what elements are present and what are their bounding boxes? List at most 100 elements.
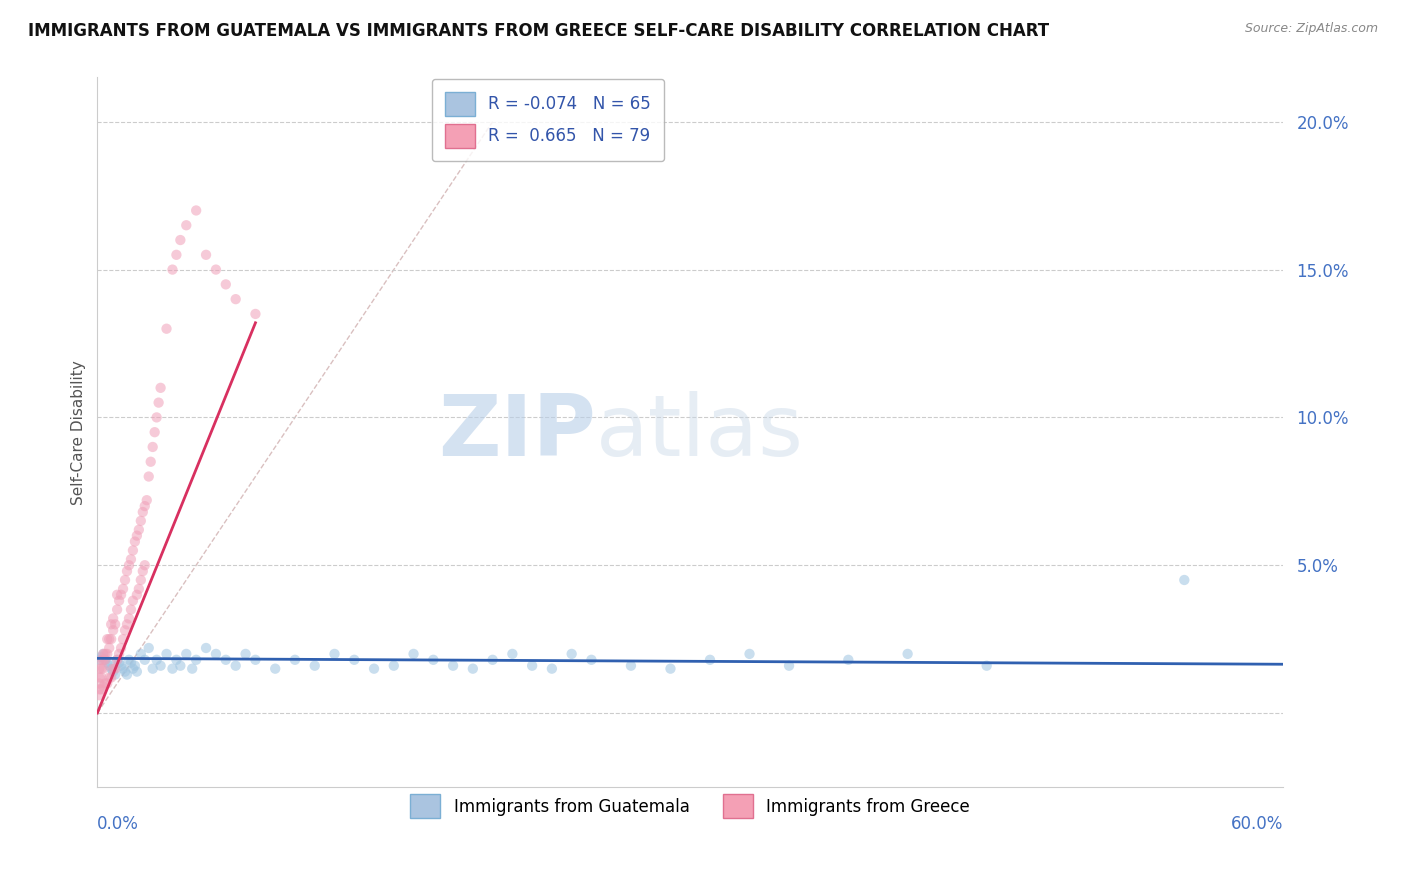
Point: [132, 505, 155, 519]
Point: [89, 662, 111, 676]
Text: ZIP: ZIP: [437, 391, 595, 474]
Point: [441, 658, 464, 673]
Point: [186, 653, 208, 667]
Text: 60.0%: 60.0%: [1230, 815, 1284, 833]
Point: [120, 552, 142, 566]
Point: [138, 469, 160, 483]
Point: [165, 653, 187, 667]
Point: [205, 647, 228, 661]
Point: [195, 248, 218, 262]
Point: [134, 558, 156, 573]
Point: [699, 653, 721, 667]
Point: [100, 632, 122, 646]
Point: [129, 573, 152, 587]
Point: [94, 653, 117, 667]
Point: [181, 662, 204, 676]
Point: [128, 582, 150, 596]
Point: [101, 624, 124, 638]
Point: [225, 292, 247, 306]
Point: [89, 653, 111, 667]
Point: [124, 658, 146, 673]
Point: [738, 647, 761, 661]
Point: [195, 640, 218, 655]
Point: [91, 680, 114, 694]
Point: [105, 588, 128, 602]
Point: [304, 658, 326, 673]
Point: [94, 653, 117, 667]
Point: [89, 682, 111, 697]
Point: [225, 658, 247, 673]
Point: [122, 543, 145, 558]
Point: [135, 493, 157, 508]
Point: [481, 653, 503, 667]
Point: [114, 624, 136, 638]
Point: [89, 676, 111, 690]
Text: Source: ZipAtlas.com: Source: ZipAtlas.com: [1244, 22, 1378, 36]
Text: IMMIGRANTS FROM GUATEMALA VS IMMIGRANTS FROM GREECE SELF-CARE DISABILITY CORRELA: IMMIGRANTS FROM GUATEMALA VS IMMIGRANTS …: [28, 22, 1049, 40]
Point: [264, 662, 287, 676]
Point: [122, 593, 145, 607]
Y-axis label: Self-Care Disability: Self-Care Disability: [72, 359, 86, 505]
Point: [134, 653, 156, 667]
Point: [110, 588, 132, 602]
Point: [91, 647, 114, 661]
Point: [98, 671, 121, 685]
Point: [90, 649, 112, 664]
Point: [541, 662, 564, 676]
Point: [108, 656, 131, 670]
Point: [461, 662, 484, 676]
Point: [89, 671, 111, 685]
Point: [125, 529, 148, 543]
Point: [138, 640, 160, 655]
Point: [98, 632, 121, 646]
Point: [104, 667, 127, 681]
Point: [112, 632, 135, 646]
Point: [112, 582, 135, 596]
Point: [89, 688, 111, 702]
Point: [110, 658, 132, 673]
Point: [100, 617, 122, 632]
Point: [91, 653, 114, 667]
Point: [115, 617, 138, 632]
Point: [110, 640, 132, 655]
Point: [132, 564, 155, 578]
Point: [620, 658, 643, 673]
Point: [98, 658, 121, 673]
Point: [145, 410, 167, 425]
Point: [235, 647, 257, 661]
Point: [245, 653, 267, 667]
Point: [143, 425, 166, 440]
Text: atlas: atlas: [595, 391, 803, 474]
Point: [215, 653, 238, 667]
Point: [1173, 573, 1195, 587]
Point: [96, 676, 118, 690]
Point: [139, 455, 162, 469]
Point: [100, 671, 122, 685]
Point: [114, 665, 136, 679]
Legend: Immigrants from Guatemala, Immigrants from Greece: Immigrants from Guatemala, Immigrants fr…: [404, 788, 977, 825]
Point: [501, 647, 523, 661]
Point: [169, 233, 191, 247]
Point: [155, 322, 177, 336]
Point: [520, 658, 543, 673]
Point: [284, 653, 307, 667]
Point: [162, 662, 184, 676]
Point: [98, 640, 121, 655]
Point: [108, 647, 131, 661]
Point: [422, 653, 444, 667]
Point: [96, 647, 118, 661]
Point: [128, 523, 150, 537]
Point: [581, 653, 603, 667]
Point: [101, 665, 124, 679]
Point: [90, 682, 112, 697]
Point: [104, 617, 127, 632]
Point: [363, 662, 385, 676]
Point: [134, 499, 156, 513]
Point: [118, 611, 141, 625]
Point: [382, 658, 405, 673]
Point: [100, 662, 122, 676]
Point: [96, 656, 118, 670]
Point: [149, 381, 172, 395]
Point: [186, 203, 208, 218]
Point: [125, 588, 148, 602]
